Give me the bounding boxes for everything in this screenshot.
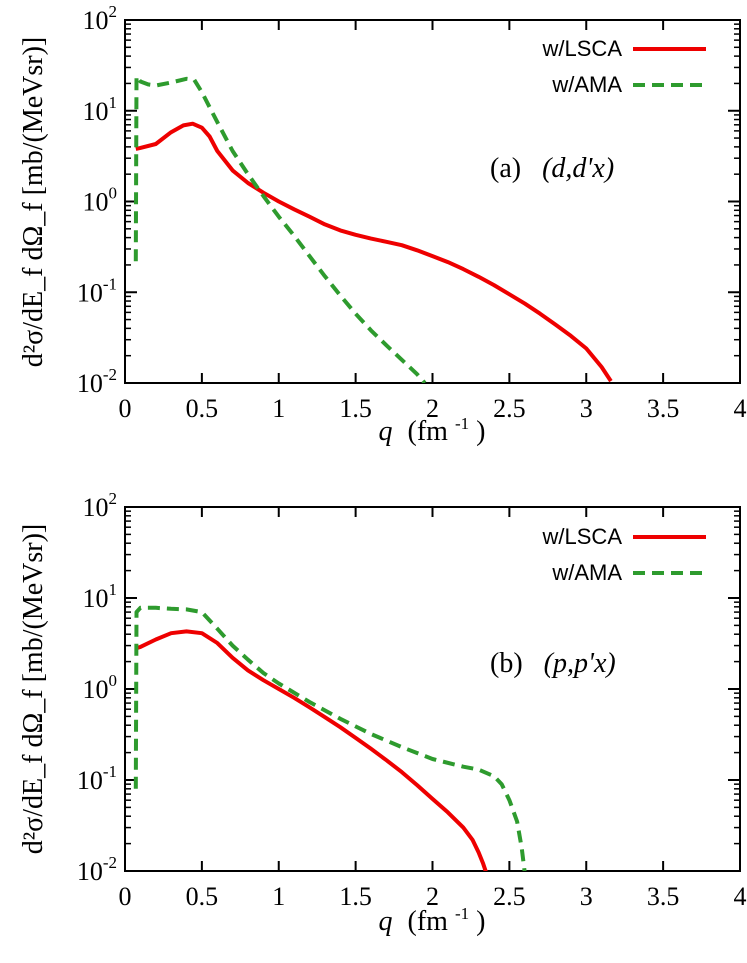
x-tick-label: 3.5 (647, 882, 680, 911)
plot-frame (124, 506, 741, 872)
y-tick-label: 101 (83, 580, 118, 613)
x-tick-label: 0.5 (186, 882, 219, 911)
x-tick-label: 2.5 (493, 882, 526, 911)
x-axis-label: q (fm -1 ) (379, 405, 486, 447)
x-tick-label: 2 (426, 882, 439, 911)
y-axis-label: d²σ/dE_f dΩ_f [mb/(MeVsr)] (18, 524, 49, 854)
y-tick-label: 101 (83, 93, 118, 126)
x-tick-label: 2 (426, 394, 439, 423)
x-axis-symbol: q (379, 906, 393, 937)
axis-ticks (124, 19, 741, 384)
annotation-prefix: (b) (490, 648, 523, 679)
x-tick-label: 0.5 (186, 394, 219, 423)
x-tick-label: 3.5 (647, 394, 680, 423)
x-axis-unit-exp: -1 (455, 414, 469, 433)
x-axis-unit: (fm (408, 906, 449, 937)
series-layer (133, 74, 613, 383)
x-tick-label: 4 (734, 882, 747, 911)
x-tick-label: 1.5 (339, 882, 372, 911)
x-axis-unit-close: ) (476, 416, 485, 447)
y-tick-label: 100 (83, 671, 118, 704)
x-axis-unit-close: ) (476, 906, 485, 937)
x-tick-labels: 0 0.5 1 1.5 2 2.5 3 3.5 4 (119, 882, 747, 911)
series-wama (133, 74, 427, 383)
y-tick-label: 102 (83, 2, 118, 35)
x-tick-label: 0 (119, 394, 132, 423)
x-tick-label: 1 (272, 394, 285, 423)
series-wlsca (135, 629, 488, 871)
x-tick-label: 1 (272, 882, 285, 911)
series-layer (133, 605, 527, 871)
y-tick-labels: 102 101 100 10-1 10-2 (77, 2, 117, 398)
y-axis-label: d²σ/dE_f dΩ_f [mb/(MeVsr)] (18, 37, 49, 367)
panel-annotation: (b) (p,p'x) (490, 648, 616, 679)
x-tick-label: 2.5 (493, 394, 526, 423)
panel-annotation: (a) (d,d'x) (490, 153, 614, 184)
legend-label-lsca: w/LSCA (542, 524, 623, 549)
legend: w/LSCA w/AMA (542, 524, 706, 585)
annotation-reaction: (d,d'x) (542, 153, 614, 184)
axis-ticks (124, 506, 741, 872)
x-tick-label: 4 (734, 394, 747, 423)
x-tick-label: 0 (119, 882, 132, 911)
legend-label-ama: w/AMA (551, 72, 622, 97)
chart-panel-a: 0 0.5 1 1.5 2 2.5 3 3.5 4 102 101 100 10-1 10-2 w/LS… (18, 2, 747, 447)
series-wlsca (135, 121, 613, 383)
y-tick-label: 100 (83, 184, 118, 217)
x-tick-label: 1.5 (339, 394, 372, 423)
y-tick-label: 10-2 (77, 365, 117, 398)
plot-frame (124, 19, 741, 384)
y-tick-label: 102 (83, 489, 118, 522)
x-tick-label: 3 (580, 394, 593, 423)
x-axis-label: q (fm -1 ) (379, 895, 486, 937)
x-axis-unit: (fm (408, 416, 449, 447)
y-tick-label: 10-2 (77, 853, 117, 886)
y-tick-label: 10-1 (77, 274, 117, 307)
y-tick-labels: 102 101 100 10-1 10-2 (77, 489, 117, 886)
x-tick-label: 3 (580, 882, 593, 911)
legend: w/LSCA w/AMA (542, 36, 706, 97)
annotation-prefix: (a) (490, 153, 521, 184)
chart-panel-b: 0 0.5 1 1.5 2 2.5 3 3.5 4 102 101 100 10-1 10-2 w/LS… (18, 489, 747, 937)
legend-label-ama: w/AMA (551, 560, 622, 585)
annotation-reaction: (p,p'x) (544, 648, 616, 679)
x-axis-symbol: q (379, 416, 393, 447)
x-axis-unit-exp: -1 (455, 904, 469, 923)
x-tick-labels: 0 0.5 1 1.5 2 2.5 3 3.5 4 (119, 394, 747, 423)
y-tick-label: 10-1 (77, 762, 117, 795)
legend-label-lsca: w/LSCA (542, 36, 623, 61)
series-wama (133, 605, 527, 871)
